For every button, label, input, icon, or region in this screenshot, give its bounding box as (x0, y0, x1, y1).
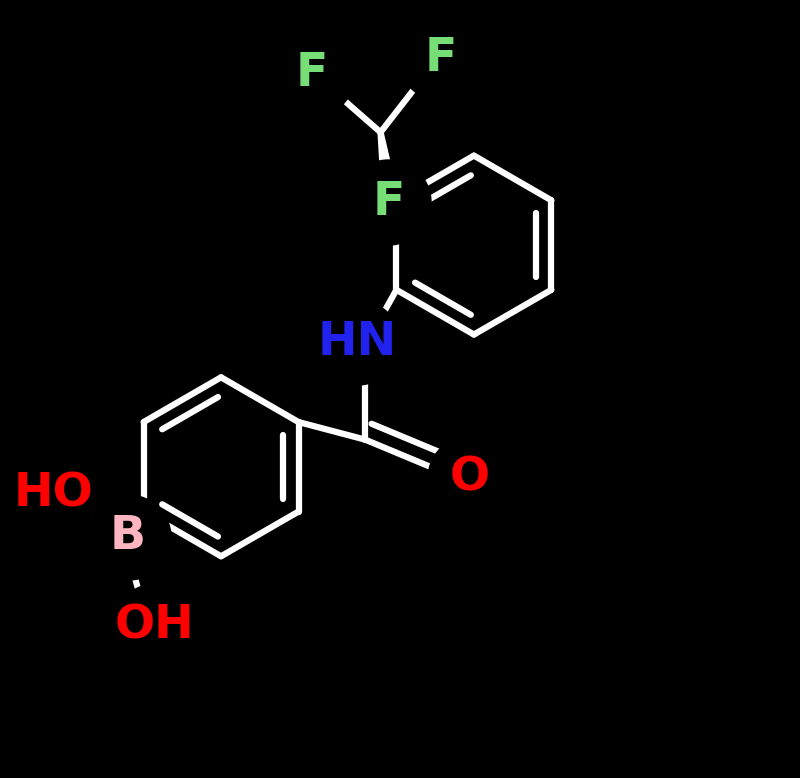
Text: HO: HO (14, 471, 94, 517)
Text: F: F (425, 36, 458, 81)
Text: HN: HN (318, 320, 397, 365)
Text: F: F (372, 180, 405, 225)
Text: O: O (450, 456, 490, 501)
Text: OH: OH (115, 604, 195, 649)
Text: F: F (296, 51, 328, 96)
Text: B: B (110, 514, 146, 559)
